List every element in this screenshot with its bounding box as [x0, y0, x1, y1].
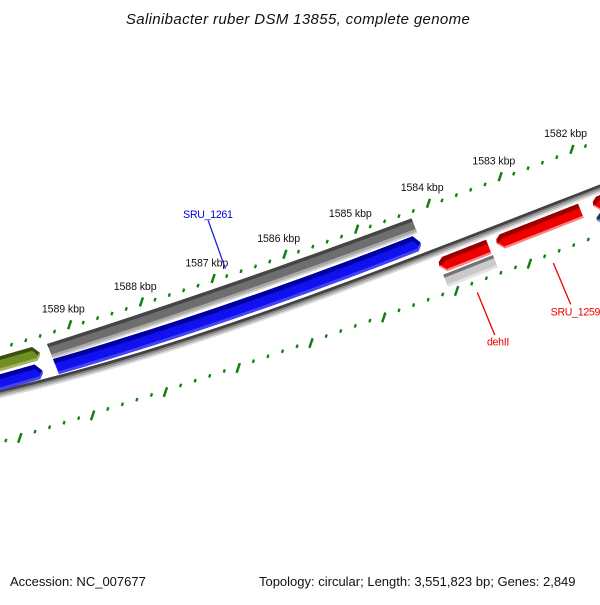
svg-text:1583 kbp: 1583 kbp: [472, 156, 515, 168]
svg-text:Salinibacter ruber DSM 13855,: Salinibacter ruber DSM 13855, complete g…: [126, 11, 470, 28]
svg-text:1586 kbp: 1586 kbp: [257, 233, 300, 245]
svg-text:1589 kbp: 1589 kbp: [42, 304, 85, 316]
svg-text:1588 kbp: 1588 kbp: [114, 281, 157, 293]
svg-text:Accession: NC_007677: Accession: NC_007677: [10, 574, 146, 589]
svg-text:SRU_1261: SRU_1261: [183, 209, 233, 221]
svg-text:1587 kbp: 1587 kbp: [185, 257, 228, 269]
svg-text:1582 kbp: 1582 kbp: [544, 128, 587, 140]
svg-text:1584 kbp: 1584 kbp: [401, 182, 444, 194]
svg-text:dehII: dehII: [487, 336, 509, 348]
svg-text:SRU_1259: SRU_1259: [551, 307, 600, 319]
svg-text:Topology: circular; Length: 3,: Topology: circular; Length: 3,551,823 bp…: [259, 574, 576, 589]
svg-text:1585 kbp: 1585 kbp: [329, 208, 372, 220]
